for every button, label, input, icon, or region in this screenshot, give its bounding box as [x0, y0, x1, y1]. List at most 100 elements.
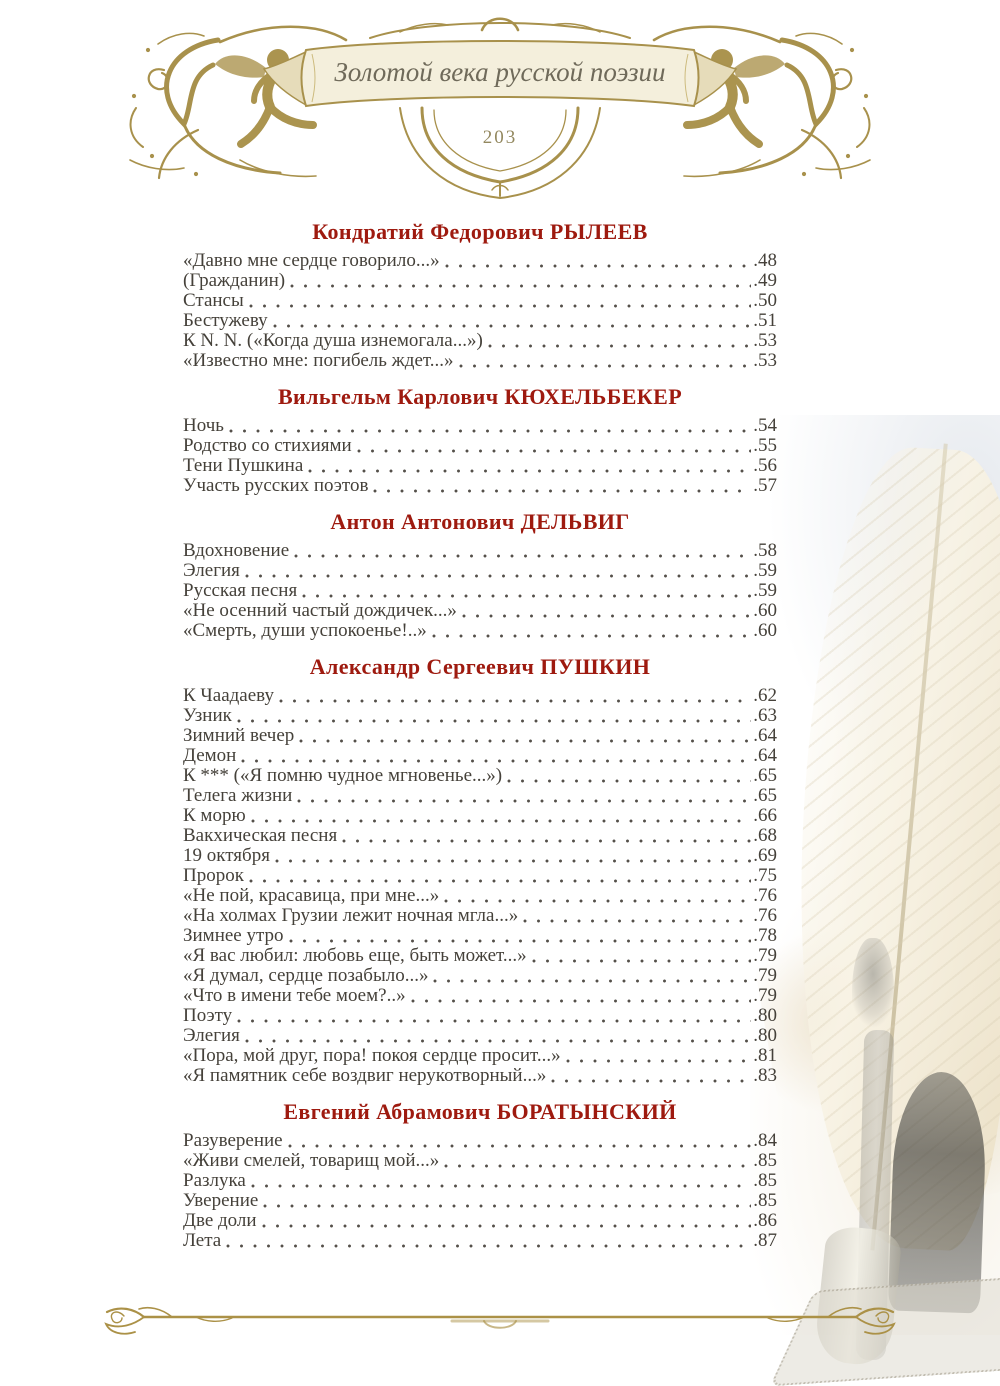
entry-page: 79: [753, 946, 777, 966]
entry-page: 79: [753, 966, 777, 986]
toc-entry: «Я памятник себе воздвиг нерукотворный..…: [183, 1066, 777, 1086]
entry-page: 78: [753, 926, 777, 946]
entry-page: 86: [753, 1211, 777, 1231]
footer-flourish-art: [104, 1306, 896, 1335]
entry-page: 66: [753, 806, 777, 826]
entry-page: 85: [753, 1151, 777, 1171]
entry-page: 64: [753, 726, 777, 746]
entry-title: Родство со стихиями: [183, 435, 352, 456]
dot-leader: [248, 304, 752, 308]
entry-title: «Известно мне: погибель ждет...»: [183, 350, 454, 371]
entry-page: 84: [753, 1131, 777, 1151]
toc-section: Александр Сергеевич ПУШКИН К Чаадаеву 62…: [183, 654, 777, 1086]
toc-section: Кондратий Федорович РЫЛЕЕВ «Давно мне се…: [183, 219, 777, 371]
toc-entry: Узник 63: [183, 706, 777, 726]
dot-leader: [279, 699, 752, 703]
entry-page: 76: [753, 906, 777, 926]
dot-leader: [444, 1164, 752, 1168]
toc-entry: «Не пой, красавица, при мне...» 76: [183, 886, 777, 906]
entry-page: 83: [753, 1066, 777, 1086]
entry-title: Элегия: [183, 1025, 240, 1046]
banner-ribbon: [262, 40, 738, 108]
entry-page: 75: [753, 866, 777, 886]
entry-page: 59: [753, 581, 777, 601]
entry-title: «Живи смелей, товарищ мой...»: [183, 1150, 440, 1171]
dot-leader: [244, 1039, 752, 1043]
toc-entry: Вакхическая песня 68: [183, 826, 777, 846]
toc-entry: «Я вас любил: любовь еще, быть может...»…: [183, 946, 777, 966]
dot-leader: [523, 919, 752, 923]
dot-leader: [433, 979, 752, 983]
entry-page: 85: [753, 1191, 777, 1211]
toc-entry: «На холмах Грузии лежит ночная мгла...» …: [183, 906, 777, 926]
entry-page: 53: [753, 351, 777, 371]
entry-page: 49: [753, 271, 777, 291]
dot-leader: [250, 819, 752, 823]
dot-leader: [244, 574, 752, 578]
toc-entry: К N. N. («Когда душа изнемогала...») 53: [183, 331, 777, 351]
toc-entry: К Чаадаеву 62: [183, 686, 777, 706]
toc-section: Антон Антонович ДЕЛЬВИГ Вдохновение 58 Э…: [183, 509, 777, 641]
entry-title: Пророк: [183, 865, 244, 886]
toc-entry: Ночь 54: [183, 416, 777, 436]
toc-entry: «Пора, мой друг, пора! покоя сердце прос…: [183, 1046, 777, 1066]
toc-entry: Тени Пушкина 56: [183, 456, 777, 476]
entry-title: Тени Пушкина: [183, 455, 304, 476]
dot-leader: [274, 859, 752, 863]
watermark-wash: [750, 415, 1000, 1335]
author-heading: Евгений Абрамович БОРАТЫНСКИЙ: [283, 1099, 677, 1124]
entry-title: Разлука: [183, 1170, 246, 1191]
toc-section: Евгений Абрамович БОРАТЫНСКИЙ Разуверени…: [183, 1099, 777, 1251]
entry-title: «Что в имени тебе моем?..»: [183, 985, 406, 1006]
dot-leader: [461, 614, 752, 618]
toc-entries: «Давно мне сердце говорило...» 48 (Гражд…: [183, 251, 777, 371]
author-heading: Кондратий Федорович РЫЛЕЕВ: [312, 219, 648, 244]
entry-page: 69: [753, 846, 777, 866]
inkwell-watermark-image: [887, 1070, 989, 1314]
dot-leader: [263, 1204, 752, 1208]
entry-title: К морю: [183, 805, 246, 826]
dot-leader: [507, 779, 752, 783]
toc-entry: Уверение 85: [183, 1191, 777, 1211]
toc-entry: Бестужеву 51: [183, 311, 777, 331]
entry-page: 68: [753, 826, 777, 846]
entry-title: Участь русских поэтов: [183, 475, 369, 496]
entry-title: «На холмах Грузии лежит ночная мгла...»: [183, 905, 519, 926]
pen-knob-watermark-image: [852, 938, 894, 1058]
dot-leader: [431, 634, 752, 638]
entry-page: 65: [753, 786, 777, 806]
dot-leader: [302, 594, 752, 598]
entry-title: Бестужеву: [183, 310, 268, 331]
toc-entry: «Я думал, сердце позабыло...» 79: [183, 966, 777, 986]
entry-title: Зимний вечер: [183, 725, 295, 746]
toc-entry: «Давно мне сердце говорило...» 48: [183, 251, 777, 271]
dot-leader: [288, 939, 752, 943]
entry-title: Уверение: [183, 1190, 259, 1211]
dot-leader: [308, 469, 752, 473]
toc-entry: Две доли 86: [183, 1211, 777, 1231]
entry-title: «Давно мне сердце говорило...»: [183, 250, 440, 271]
dot-leader: [487, 344, 752, 348]
entry-title: «Пора, мой друг, пора! покоя сердце прос…: [183, 1045, 561, 1066]
entry-page: 85: [753, 1171, 777, 1191]
dot-leader: [410, 999, 752, 1003]
entry-page: 60: [753, 601, 777, 621]
toc-entry: К *** («Я помню чудное мгновенье...») 65: [183, 766, 777, 786]
entry-title: «Я вас любил: любовь еще, быть может...»: [183, 945, 527, 966]
entry-page: 51: [753, 311, 777, 331]
toc-entry: Русская песня 59: [183, 581, 777, 601]
entry-page: 54: [753, 416, 777, 436]
entry-page: 63: [753, 706, 777, 726]
entry-page: 62: [753, 686, 777, 706]
entry-title: Вдохновение: [183, 540, 290, 561]
toc-entry: «Живи смелей, товарищ мой...» 85: [183, 1151, 777, 1171]
dot-leader: [294, 554, 752, 558]
entry-title: (Гражданин): [183, 270, 286, 291]
fabric-watermark-image: [743, 862, 1000, 1228]
dot-leader: [250, 1184, 752, 1188]
toc-entry: «Известно мне: погибель ждет...» 53: [183, 351, 777, 371]
toc-entry: 19 октября 69: [183, 846, 777, 866]
dot-leader: [287, 1144, 752, 1148]
toc-entry: Зимнее утро 78: [183, 926, 777, 946]
banner-title: Золотой века русской поэзии: [334, 57, 665, 87]
